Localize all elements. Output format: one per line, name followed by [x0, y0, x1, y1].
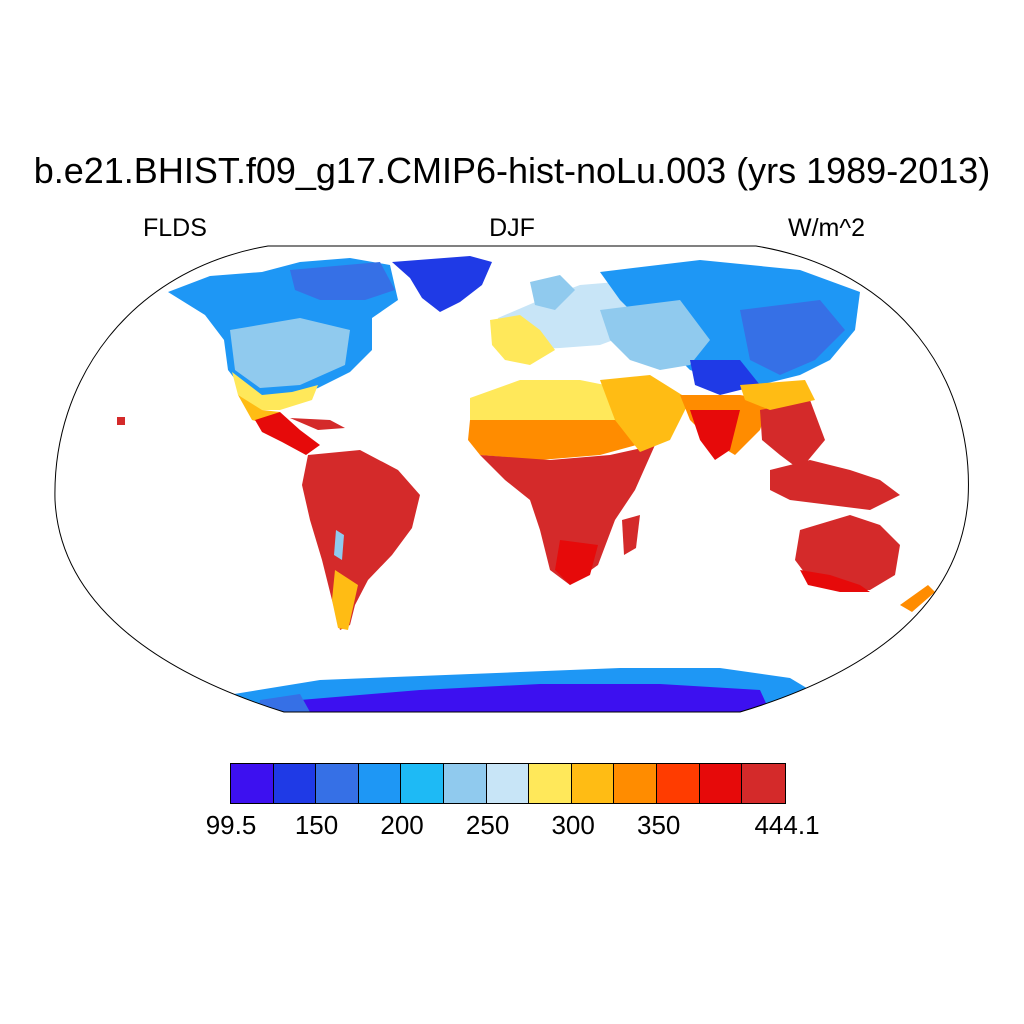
units-label: W/m^2	[788, 214, 866, 242]
andes-region	[334, 530, 344, 560]
colorbar-tick-label: 300	[551, 810, 595, 840]
colorbar-swatch	[742, 764, 785, 803]
central-america-region	[255, 412, 320, 455]
indonesia-region	[770, 460, 900, 510]
caribbean-region	[290, 418, 345, 430]
us-south-region	[232, 372, 318, 410]
colorbar-swatch	[656, 764, 700, 803]
colorbar-tick-label: 250	[465, 810, 510, 840]
colorbar-tick-label: 350	[636, 810, 681, 840]
india-region	[690, 410, 740, 460]
china-south-region	[740, 380, 815, 410]
patagonia-region	[332, 570, 358, 630]
colorbar-tick-label: 99.5	[205, 810, 257, 840]
madagascar-region	[622, 515, 640, 555]
globe-outline	[54, 245, 969, 713]
colorbar-swatch	[231, 764, 274, 803]
africa-region	[480, 445, 655, 585]
colorbar-swatch	[443, 764, 487, 803]
colorbar	[230, 763, 786, 804]
southeast-asia-region	[760, 400, 825, 470]
greenland-region	[392, 256, 492, 312]
colorbar-tick-label: 444.1	[754, 810, 820, 840]
figure-title: b.e21.BHIST.f09_g17.CMIP6-hist-noLu.003 …	[33, 150, 991, 191]
southern-africa-region	[555, 540, 598, 585]
colorbar-swatch	[699, 764, 743, 803]
season-label: DJF	[489, 214, 535, 242]
arabia-region	[600, 375, 690, 452]
east-asia-region	[740, 300, 845, 375]
new-zealand-region	[900, 585, 935, 612]
north-america-interior	[230, 318, 350, 388]
colorbar-swatch	[358, 764, 402, 803]
variable-label: FLDS	[143, 214, 207, 242]
colorbar-swatch	[273, 764, 317, 803]
colorbar-swatch	[614, 764, 657, 803]
colorbar-swatch	[486, 764, 530, 803]
australia-region	[795, 515, 900, 590]
south-america-region	[302, 450, 420, 630]
canada-arctic	[290, 262, 395, 300]
hawaii-region	[117, 417, 125, 425]
colorbar-swatch	[529, 764, 572, 803]
central-asia-region	[600, 300, 710, 370]
scandinavia-region	[530, 275, 575, 310]
sahel-region	[468, 420, 655, 460]
antarctica-interior	[300, 684, 770, 712]
colorbar-tick-label: 200	[380, 810, 424, 840]
colorbar-swatch	[571, 764, 615, 803]
colorbar-swatch	[401, 764, 444, 803]
south-australia-region	[800, 570, 870, 592]
colorbar-tick-label: 150	[294, 810, 339, 840]
western-europe-region	[490, 315, 555, 365]
colorbar-swatch	[316, 764, 359, 803]
